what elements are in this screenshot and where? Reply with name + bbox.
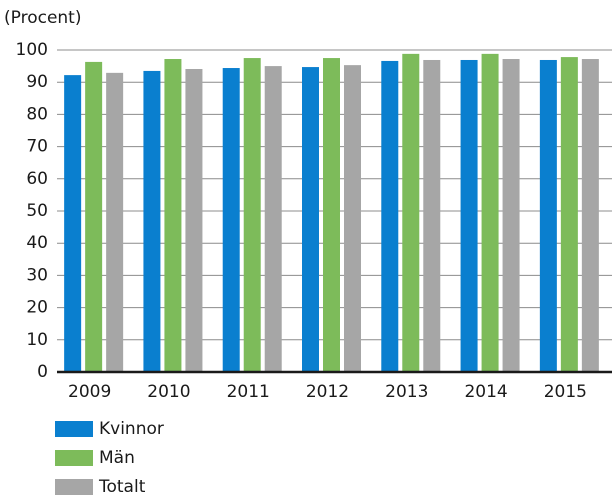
bar xyxy=(402,53,420,372)
bar xyxy=(164,59,182,373)
legend-swatch xyxy=(55,479,93,495)
y-tick-label: 20 xyxy=(26,298,48,318)
bar xyxy=(264,66,282,372)
bar xyxy=(460,59,478,373)
x-tick-label: 2010 xyxy=(147,382,190,402)
legend-swatch xyxy=(55,450,93,466)
y-tick-label: 30 xyxy=(26,265,48,285)
legend-label: Totalt xyxy=(98,477,146,495)
y-tick-label: 50 xyxy=(26,201,48,221)
legend-label: Kvinnor xyxy=(99,419,164,439)
legend-swatch xyxy=(55,421,93,437)
x-tick-label: 2015 xyxy=(544,382,587,402)
y-axis-label: (Procent) xyxy=(4,8,81,28)
bar xyxy=(323,58,340,373)
y-tick-label: 90 xyxy=(26,72,48,92)
y-tick-label: 40 xyxy=(26,233,48,253)
bar xyxy=(502,59,520,373)
bar xyxy=(143,70,161,373)
legend-label: Män xyxy=(99,448,135,468)
bar xyxy=(560,57,578,373)
x-tick-label: 2009 xyxy=(68,382,111,402)
y-tick-label: 0 xyxy=(37,362,48,382)
x-tick-label: 2014 xyxy=(464,382,507,402)
bar xyxy=(539,59,557,373)
x-tick-label: 2011 xyxy=(227,382,270,402)
bar xyxy=(106,72,124,372)
y-tick-label: 10 xyxy=(26,330,48,350)
y-tick-label: 70 xyxy=(26,137,48,157)
y-tick-label: 60 xyxy=(26,169,48,189)
bar xyxy=(222,68,240,373)
bar xyxy=(85,61,103,372)
bar xyxy=(581,59,599,373)
y-tick-label: 100 xyxy=(16,40,48,60)
bar xyxy=(423,59,441,373)
x-tick-label: 2013 xyxy=(385,382,428,402)
bar xyxy=(243,58,261,373)
bar xyxy=(481,53,499,372)
bar xyxy=(64,75,82,372)
bar xyxy=(381,60,399,373)
bar xyxy=(302,67,319,372)
bar xyxy=(344,65,361,372)
x-tick-label: 2012 xyxy=(306,382,349,402)
bar xyxy=(185,68,203,373)
y-tick-label: 80 xyxy=(26,104,48,124)
